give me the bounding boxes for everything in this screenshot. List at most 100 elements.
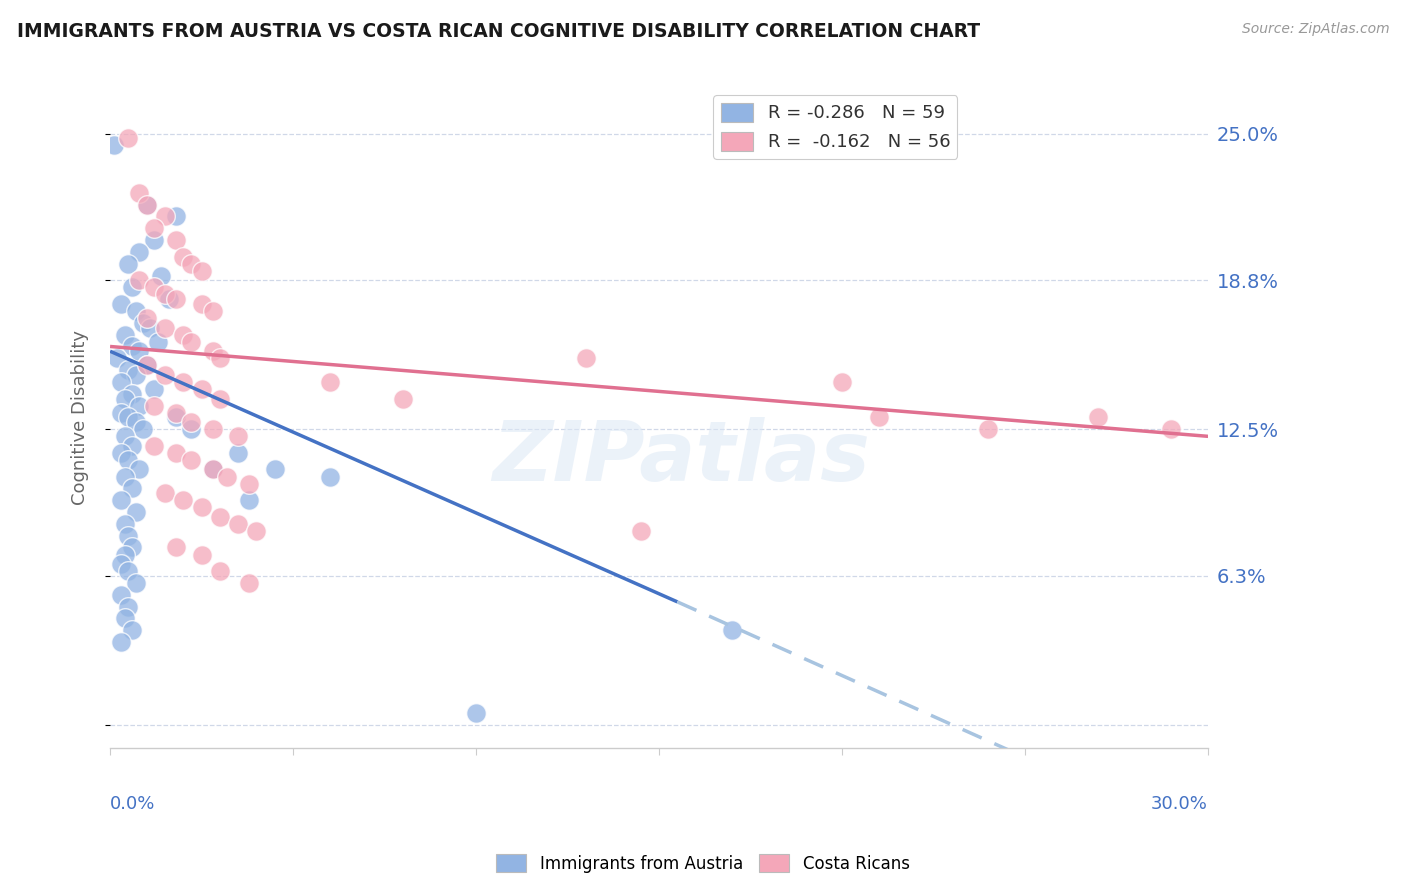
Point (117, 564, 139, 578)
Point (868, 410, 890, 425)
Point (114, 469, 136, 483)
Text: Source: ZipAtlas.com: Source: ZipAtlas.com (1241, 22, 1389, 37)
Point (135, 311, 157, 326)
Point (153, 210, 176, 224)
Point (153, 486, 176, 500)
Point (180, 415, 202, 429)
Legend: Immigrants from Austria, Costa Ricans: Immigrants from Austria, Costa Ricans (489, 847, 917, 880)
Text: ZIPatlas: ZIPatlas (492, 417, 870, 498)
Point (201, 462, 224, 476)
Point (238, 476, 260, 491)
Point (121, 624, 143, 638)
Point (165, 210, 187, 224)
Point (143, 233, 166, 247)
Point (165, 410, 187, 425)
Point (465, 706, 488, 720)
Point (114, 611, 136, 625)
Point (172, 250, 194, 264)
Point (125, 576, 148, 591)
Point (117, 131, 139, 145)
Point (630, 524, 652, 538)
Point (125, 505, 148, 519)
Point (831, 375, 853, 389)
Point (121, 386, 143, 401)
Point (121, 481, 143, 495)
Point (180, 422, 202, 436)
Point (110, 446, 132, 460)
Point (721, 624, 744, 638)
Point (190, 500, 212, 515)
Text: 30.0%: 30.0% (1152, 795, 1208, 813)
Point (318, 469, 340, 483)
Point (143, 382, 166, 396)
Point (153, 287, 176, 301)
Point (180, 257, 202, 271)
Point (132, 422, 155, 436)
Point (110, 297, 132, 311)
Point (245, 524, 267, 538)
Point (121, 439, 143, 453)
Point (153, 320, 176, 334)
Point (105, 351, 128, 366)
Point (238, 576, 260, 591)
Point (114, 548, 136, 562)
Point (110, 406, 132, 420)
Point (190, 548, 212, 562)
Point (110, 588, 132, 602)
Point (201, 462, 224, 476)
Point (208, 392, 231, 406)
Point (121, 541, 143, 555)
Point (128, 399, 150, 413)
Point (172, 327, 194, 342)
Point (114, 429, 136, 443)
Point (143, 439, 166, 453)
Point (201, 304, 224, 318)
Point (1087, 410, 1109, 425)
Point (135, 197, 157, 211)
Point (117, 363, 139, 377)
Legend: R = -0.286   N = 59, R =  -0.162   N = 56: R = -0.286 N = 59, R = -0.162 N = 56 (713, 95, 957, 159)
Point (201, 422, 224, 436)
Point (226, 429, 249, 443)
Point (172, 375, 194, 389)
Point (217, 469, 239, 483)
Point (318, 375, 340, 389)
Point (392, 392, 415, 406)
Point (143, 221, 166, 235)
Point (103, 138, 125, 153)
Point (110, 635, 132, 649)
Point (143, 399, 166, 413)
Point (132, 316, 155, 330)
Point (117, 410, 139, 425)
Point (128, 344, 150, 359)
Text: 0.0%: 0.0% (110, 795, 156, 813)
Point (117, 529, 139, 543)
Point (146, 334, 169, 349)
Point (128, 186, 150, 200)
Point (117, 453, 139, 467)
Point (143, 280, 166, 294)
Point (135, 359, 157, 373)
Point (165, 446, 187, 460)
Point (135, 197, 157, 211)
Y-axis label: Cognitive Disability: Cognitive Disability (72, 330, 89, 505)
Point (110, 375, 132, 389)
Point (190, 297, 212, 311)
Point (208, 564, 231, 578)
Point (208, 509, 231, 524)
Point (977, 422, 1000, 436)
Point (172, 493, 194, 508)
Point (128, 244, 150, 259)
Point (117, 599, 139, 614)
Point (165, 233, 187, 247)
Point (121, 280, 143, 294)
Point (1160, 422, 1182, 436)
Point (575, 351, 598, 366)
Point (263, 462, 285, 476)
Point (121, 339, 143, 353)
Point (180, 453, 202, 467)
Point (165, 541, 187, 555)
Point (125, 368, 148, 382)
Point (139, 320, 162, 334)
Point (153, 368, 176, 382)
